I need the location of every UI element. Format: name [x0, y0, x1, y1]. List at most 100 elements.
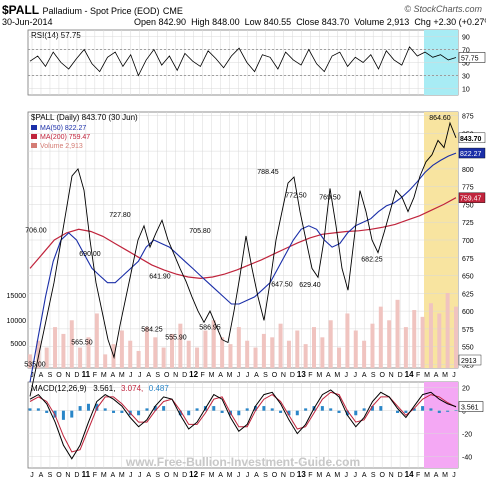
- date: 30-Jun-2014: [2, 17, 53, 27]
- x-tick-label: D: [290, 472, 295, 479]
- macd-hist-bar: [45, 410, 49, 413]
- x-tick-label: A: [434, 472, 439, 479]
- x-tick-label: M: [101, 472, 107, 479]
- legend-entry: MA(50) 822.27: [40, 125, 86, 132]
- x-tick-label: D: [182, 472, 187, 479]
- macd-hist-bar: [429, 408, 433, 411]
- volume-bar: [28, 354, 32, 368]
- x-tick-label: 11: [82, 370, 91, 379]
- chart-panels: [27, 29, 459, 469]
- volume-bar: [136, 350, 141, 368]
- macd-tick-label: 0: [462, 409, 466, 416]
- price-annotation: 690.00: [79, 251, 101, 258]
- high: High 848.00: [191, 17, 240, 27]
- macd-hist-bar: [36, 408, 40, 411]
- price-tick-label: 725: [462, 220, 474, 227]
- macd-hist-bar: [421, 406, 425, 411]
- macd-hist-bar: [370, 406, 374, 411]
- volume-tick-label: 5000: [10, 341, 26, 348]
- x-tick-label: O: [272, 472, 278, 479]
- x-tick-label: M: [316, 372, 322, 379]
- macd-hist-bar: [379, 406, 383, 411]
- volume-bar: [53, 327, 58, 368]
- volume-bar: [86, 337, 91, 368]
- x-tick-label: M: [334, 372, 340, 379]
- x-tick-label: J: [246, 472, 250, 479]
- ohlc-line: Open 842.90 High 848.00 Low 840.55 Close…: [134, 17, 486, 27]
- price-annotation: 565.50: [71, 340, 93, 347]
- price-label: $PALL (Daily) 843.70 (30 Jun): [31, 113, 138, 122]
- volume-bar: [253, 347, 258, 368]
- volume-bar: [144, 327, 149, 368]
- x-tick-label: 14: [405, 470, 414, 479]
- price-tag: 759.47: [460, 196, 482, 203]
- x-tick-label: S: [155, 472, 160, 479]
- legend-swatch: [31, 134, 37, 139]
- price-tick-label: 775: [462, 185, 474, 192]
- x-tick-label: 13: [297, 470, 306, 479]
- macd-hist-bar: [337, 410, 341, 413]
- volume-bar: [119, 330, 124, 368]
- x-tick-label: F: [200, 472, 204, 479]
- macd-tick-label: -40: [462, 455, 472, 462]
- rsi-tick-label: 30: [462, 74, 470, 81]
- price-tick-label: 600: [462, 309, 474, 316]
- price-annotation: 769.50: [319, 195, 341, 202]
- price-tick-label: 750: [462, 202, 474, 209]
- volume-bar: [78, 347, 83, 368]
- volume-bar: [170, 333, 174, 368]
- x-tick-label: A: [110, 372, 115, 379]
- volume-bar: [261, 333, 266, 368]
- price-annotation: 647.50: [271, 281, 293, 288]
- instrument-name: Palladium - Spot Price (EOD): [42, 6, 160, 16]
- price-tick-label: 550: [462, 345, 474, 352]
- x-tick-label: M: [227, 472, 233, 479]
- open: Open 842.90: [134, 17, 187, 27]
- volume-bar: [303, 344, 308, 368]
- volume-bar: [362, 340, 367, 368]
- volume-bar: [420, 316, 425, 368]
- price-tag-box: [458, 147, 486, 159]
- x-tick-label: A: [254, 472, 259, 479]
- close: Close 843.70: [296, 17, 350, 27]
- legend-entry: Volume 2,913: [40, 143, 83, 150]
- rsi-label: RSI(14) 57.75: [31, 31, 81, 40]
- volume-text: Volume 2,913: [354, 17, 410, 27]
- volume-bar: [228, 344, 233, 368]
- price-tick-label: 800: [462, 167, 474, 174]
- volume-bar: [153, 337, 158, 368]
- macd-frame: [27, 381, 459, 469]
- volume-bar: [295, 330, 300, 368]
- x-tick-label: M: [442, 472, 448, 479]
- price-annotation: 705.80: [189, 228, 211, 235]
- price-annotation: 682.25: [361, 257, 383, 264]
- rsi-panel: RSI(14) 57.75 90 70 50 30 10 57.75: [28, 30, 486, 95]
- volume-tag: 2913: [461, 358, 477, 365]
- volume-bar: [236, 327, 241, 368]
- macd-hist-bar: [412, 408, 416, 411]
- macd-hist-bar: [178, 410, 182, 416]
- x-tick-label: D: [290, 372, 295, 379]
- x-tick-label: O: [379, 372, 385, 379]
- macd-hist-bar: [162, 406, 166, 411]
- price-tick-label: 700: [462, 238, 474, 245]
- macd-hist-bar: [120, 410, 124, 413]
- volume-bar: [353, 330, 358, 368]
- price-annotation: 727.80: [109, 212, 131, 219]
- x-tick-label: S: [371, 472, 376, 479]
- macd-hist-bar: [103, 408, 107, 411]
- legend-entry: MA(200) 759.47: [40, 134, 90, 141]
- x-tick-label: O: [56, 472, 62, 479]
- x-tick-label: O: [164, 472, 170, 479]
- x-tick-label: M: [209, 372, 215, 379]
- x-tick-label: D: [398, 472, 403, 479]
- macd-hist-bar: [78, 406, 82, 411]
- volume-bar: [195, 347, 200, 368]
- macd-hist-bar: [437, 410, 441, 413]
- x-tick-label: N: [65, 372, 70, 379]
- price-annotation: 772.50: [285, 192, 307, 199]
- x-tick-label: J: [30, 472, 34, 479]
- volume-bar: [186, 340, 191, 368]
- macd-hist-bar: [404, 410, 408, 413]
- price-tick-label: 525: [462, 362, 474, 369]
